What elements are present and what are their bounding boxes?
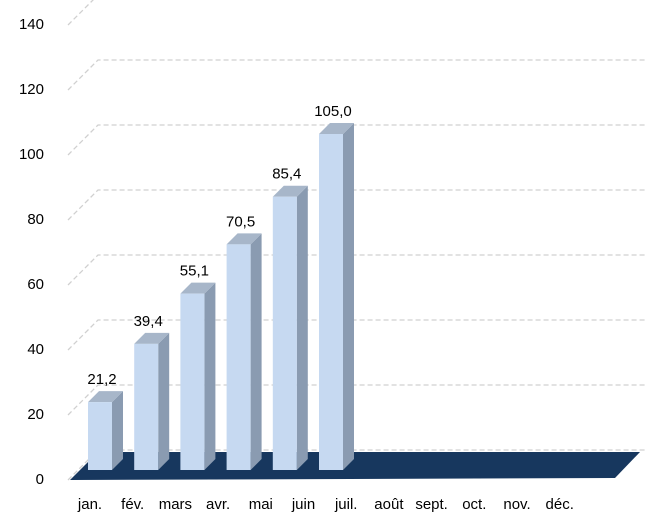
bar-face <box>226 233 262 245</box>
bar <box>272 185 308 470</box>
bar-face <box>319 134 343 470</box>
bar-face <box>134 343 159 470</box>
x-tick-label: jan. <box>77 496 102 513</box>
grid-line <box>67 59 646 91</box>
y-tick-label: 0 <box>36 471 44 488</box>
x-tick-label: août <box>374 496 404 513</box>
bar-face <box>180 282 216 294</box>
y-tick-label: 140 <box>19 16 44 33</box>
x-tick-label: oct. <box>462 496 486 513</box>
grid-line <box>67 0 94 26</box>
bar <box>180 282 216 470</box>
x-tick-label: sept. <box>415 496 448 513</box>
bar-face <box>272 185 308 197</box>
bar <box>134 332 170 470</box>
y-tick-label: 100 <box>19 146 44 163</box>
x-tick-label: déc. <box>546 496 574 513</box>
bar-face <box>296 185 308 470</box>
grid-line <box>67 124 646 156</box>
y-tick-label: 120 <box>19 81 44 98</box>
y-tick-label: 60 <box>27 276 44 293</box>
bar-face <box>343 123 354 470</box>
value-label: 55,1 <box>180 263 209 280</box>
value-label: 85,4 <box>272 166 301 183</box>
bar-face <box>88 391 123 403</box>
x-tick-label: nov. <box>503 496 530 513</box>
bar-face <box>272 196 297 470</box>
value-label: 21,2 <box>87 371 116 388</box>
grid-line <box>67 189 646 221</box>
bar-face <box>88 402 112 470</box>
value-label: 39,4 <box>134 313 163 330</box>
bar-face <box>134 332 170 344</box>
x-tick-label: mars <box>159 496 192 513</box>
bar-face <box>204 282 216 470</box>
x-tick-label: mai <box>249 496 273 513</box>
bar-face <box>180 293 205 470</box>
value-label: 105,0 <box>314 103 352 120</box>
value-label: 70,5 <box>226 213 255 230</box>
y-tick-label: 80 <box>27 211 44 228</box>
x-tick-label: juil. <box>334 496 358 513</box>
grid-line <box>67 319 646 351</box>
x-tick-label: fév. <box>121 496 144 513</box>
bar-face <box>226 244 251 470</box>
x-tick-label: avr. <box>206 496 230 513</box>
grid-line <box>67 384 646 416</box>
y-tick-label: 40 <box>27 341 44 358</box>
bar <box>88 391 123 470</box>
grid-line <box>67 254 646 286</box>
bar <box>319 123 354 470</box>
bar-face <box>319 123 354 134</box>
bar <box>226 233 262 470</box>
bar-face <box>250 233 262 470</box>
x-tick-label: juin <box>291 496 315 513</box>
y-tick-label: 20 <box>27 406 44 423</box>
bar-face <box>112 391 123 470</box>
bar-face <box>158 332 170 470</box>
